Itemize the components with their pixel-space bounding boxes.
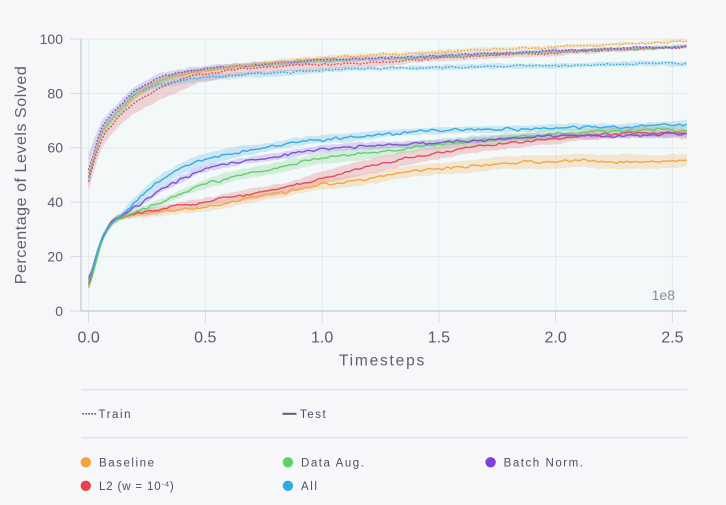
svg-text:0.5: 0.5 — [194, 329, 216, 346]
svg-text:Test: Test — [300, 409, 327, 421]
svg-text:60: 60 — [47, 140, 63, 156]
svg-text:L2 (w = 10-4): L2 (w = 10-4) — [99, 480, 175, 493]
svg-text:40: 40 — [47, 194, 63, 210]
svg-text:0.0: 0.0 — [77, 329, 99, 346]
svg-text:Baseline: Baseline — [99, 457, 156, 469]
svg-text:20: 20 — [47, 249, 63, 265]
svg-text:Percentage of Levels Solved: Percentage of Levels Solved — [13, 66, 30, 285]
svg-text:1.0: 1.0 — [311, 329, 333, 346]
svg-text:0: 0 — [55, 303, 63, 319]
svg-text:1.5: 1.5 — [428, 329, 450, 346]
svg-text:Data Aug.: Data Aug. — [301, 457, 365, 469]
svg-text:80: 80 — [47, 85, 63, 101]
svg-text:2.5: 2.5 — [661, 329, 683, 346]
svg-text:Batch Norm.: Batch Norm. — [504, 457, 585, 469]
svg-text:Timesteps: Timesteps — [339, 353, 426, 370]
svg-text:Train: Train — [99, 409, 133, 421]
svg-text:100: 100 — [40, 31, 64, 47]
svg-text:1e8: 1e8 — [652, 287, 676, 303]
svg-text:All: All — [301, 481, 318, 493]
svg-text:2.0: 2.0 — [544, 329, 566, 346]
